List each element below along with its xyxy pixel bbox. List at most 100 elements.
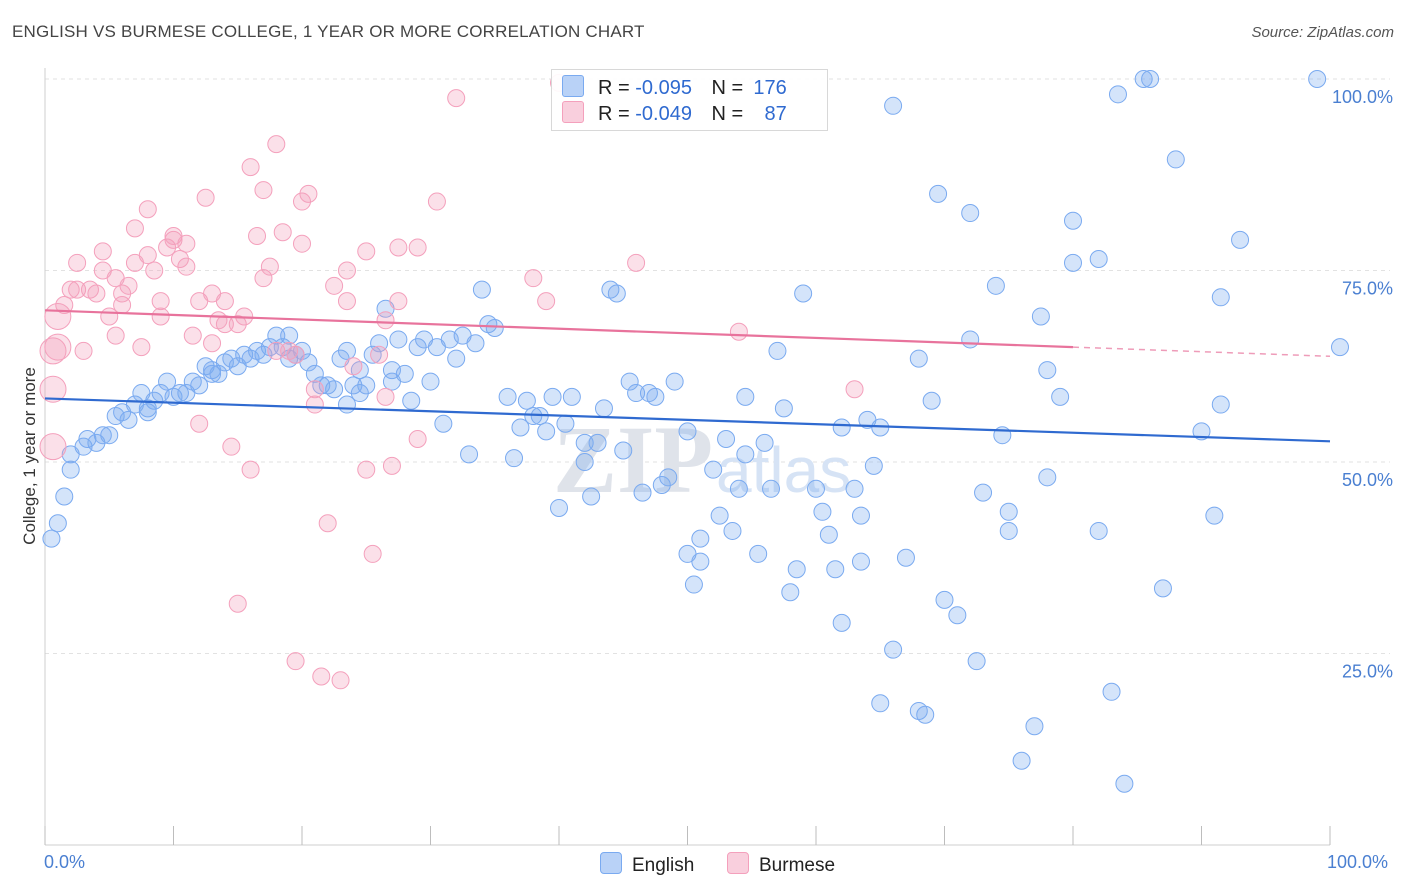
burmese-point-2 bbox=[39, 337, 67, 365]
burmese-point-65 bbox=[318, 514, 337, 533]
english-point-145 bbox=[948, 606, 967, 625]
english-point-146 bbox=[961, 204, 980, 223]
english-point-169 bbox=[1153, 579, 1172, 598]
burmese-r-value: -0.049 bbox=[635, 103, 692, 125]
english-point-95 bbox=[620, 372, 639, 391]
burmese-point-47 bbox=[241, 158, 260, 177]
legend-item-english: English bbox=[600, 852, 694, 877]
english-point-126 bbox=[826, 560, 845, 579]
english-point-129 bbox=[845, 479, 864, 498]
english-point-158 bbox=[1038, 361, 1057, 380]
english-point-121 bbox=[787, 560, 806, 579]
x-tick-max: 100.0% bbox=[1327, 852, 1389, 872]
english-point-170 bbox=[1166, 150, 1185, 169]
burmese-point-22 bbox=[132, 338, 151, 357]
english-point-160 bbox=[1064, 211, 1082, 230]
english-legend-swatch bbox=[600, 852, 622, 874]
english-point-37 bbox=[267, 326, 286, 345]
y-tick-label-75: 75.0% bbox=[1342, 279, 1393, 299]
burmese-point-54 bbox=[267, 135, 286, 154]
english-point-163 bbox=[1089, 521, 1108, 540]
burmese-point-33 bbox=[177, 234, 196, 253]
english-point-63 bbox=[408, 338, 427, 357]
x-tick-min: 0.0% bbox=[44, 852, 86, 872]
burmese-point-87 bbox=[627, 253, 646, 272]
burmese-point-69 bbox=[337, 292, 356, 311]
english-point-44 bbox=[305, 364, 324, 383]
english-point-112 bbox=[729, 479, 748, 498]
burmese-point-83 bbox=[447, 89, 466, 108]
watermark: ZIP atlas bbox=[553, 406, 851, 513]
english-point-77 bbox=[505, 449, 524, 468]
burmese-point-23 bbox=[138, 200, 157, 219]
burmese-point-78 bbox=[389, 238, 408, 257]
burmese-point-76 bbox=[376, 311, 395, 330]
english-point-110 bbox=[717, 430, 736, 449]
english-point-84 bbox=[550, 498, 568, 517]
english-point-103 bbox=[678, 422, 697, 441]
english-point-177 bbox=[1331, 338, 1349, 357]
english-point-144 bbox=[935, 590, 954, 609]
burmese-point-72 bbox=[357, 460, 376, 479]
burmese-point-89 bbox=[845, 380, 864, 399]
english-point-85 bbox=[556, 414, 575, 433]
english-point-141 bbox=[916, 705, 935, 724]
english-point-153 bbox=[999, 502, 1018, 521]
burmese-point-45 bbox=[228, 315, 247, 334]
english-point-119 bbox=[774, 399, 793, 418]
source-label: Source: ZipAtlas.com bbox=[1251, 24, 1394, 41]
english-point-61 bbox=[395, 364, 414, 383]
burmese-trend-line bbox=[44, 309, 1074, 349]
english-point-137 bbox=[884, 640, 903, 659]
english-point-108 bbox=[704, 460, 723, 479]
burmese-point-28 bbox=[158, 238, 177, 257]
burmese-point-18 bbox=[113, 295, 132, 314]
english-trend-line bbox=[44, 397, 1331, 443]
english-point-156 bbox=[1031, 307, 1050, 326]
english-point-128 bbox=[832, 418, 851, 437]
burmese-point-6 bbox=[61, 280, 80, 299]
english-n-label: N = bbox=[711, 77, 744, 99]
burmese-point-79 bbox=[389, 292, 408, 311]
english-point-2 bbox=[55, 487, 74, 506]
english-point-107 bbox=[691, 552, 710, 571]
burmese-point-53 bbox=[267, 341, 286, 360]
english-point-3 bbox=[61, 460, 80, 479]
english-point-106 bbox=[691, 529, 710, 548]
english-point-0 bbox=[42, 529, 61, 548]
english-point-131 bbox=[851, 552, 870, 571]
english-point-69 bbox=[447, 349, 466, 368]
english-point-150 bbox=[986, 276, 1005, 295]
english-point-173 bbox=[1211, 288, 1230, 307]
english-point-115 bbox=[749, 544, 768, 563]
burmese-point-39 bbox=[203, 334, 222, 353]
burmese-point-21 bbox=[125, 219, 144, 238]
burmese-point-81 bbox=[408, 238, 427, 257]
english-point-168 bbox=[1141, 70, 1160, 88]
burmese-point-3 bbox=[44, 333, 72, 361]
english-point-111 bbox=[723, 521, 742, 540]
burmese-point-26 bbox=[151, 292, 170, 311]
burmese-trend-extension bbox=[1072, 346, 1331, 358]
english-point-114 bbox=[736, 387, 755, 406]
english-point-125 bbox=[819, 525, 838, 544]
burmese-point-49 bbox=[248, 227, 267, 246]
english-point-47 bbox=[325, 380, 344, 399]
english-point-8 bbox=[93, 426, 112, 445]
burmese-point-75 bbox=[376, 387, 395, 406]
english-point-49 bbox=[337, 341, 356, 360]
english-point-90 bbox=[588, 433, 607, 452]
english-point-65 bbox=[421, 372, 440, 391]
english-point-167 bbox=[1134, 70, 1153, 88]
english-point-175 bbox=[1231, 230, 1250, 249]
english-point-139 bbox=[909, 349, 928, 368]
english-point-78 bbox=[511, 418, 530, 437]
english-point-67 bbox=[434, 414, 453, 433]
watermark-atlas: atlas bbox=[716, 434, 851, 506]
burmese-point-35 bbox=[190, 414, 209, 433]
burmese-point-77 bbox=[382, 456, 401, 475]
english-point-159 bbox=[1051, 387, 1070, 406]
english-point-19 bbox=[158, 372, 177, 391]
y-tick-label-50: 50.0% bbox=[1342, 470, 1393, 490]
